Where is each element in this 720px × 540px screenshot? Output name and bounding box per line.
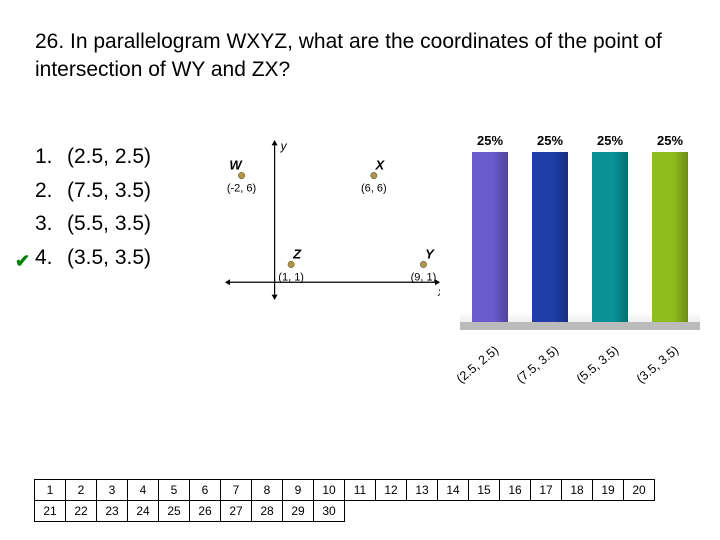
svg-text:W: W: [229, 158, 243, 173]
bar-label: (7.5, 3.5): [514, 347, 586, 421]
grid-cell[interactable]: 11: [344, 479, 376, 501]
grid-cell[interactable]: 20: [623, 479, 655, 501]
grid-cell[interactable]: 13: [406, 479, 438, 501]
answer-text: (7.5, 3.5): [67, 174, 151, 208]
grid-cell[interactable]: 3: [96, 479, 128, 501]
bar-rect: [472, 152, 508, 322]
bar-area: 25% 25% 25% 25%: [460, 130, 700, 330]
grid-cell[interactable]: 15: [468, 479, 500, 501]
grid-cell[interactable]: 18: [561, 479, 593, 501]
grid-cell[interactable]: 4: [127, 479, 159, 501]
svg-text:(9, 1): (9, 1): [411, 271, 437, 283]
svg-text:(1, 1): (1, 1): [278, 271, 304, 283]
grid-cell[interactable]: 9: [282, 479, 314, 501]
answer-option[interactable]: ✔4.(3.5, 3.5): [35, 241, 151, 275]
grid-cell[interactable]: 2: [65, 479, 97, 501]
grid-cell[interactable]: 21: [34, 500, 66, 522]
bar-rect: [532, 152, 568, 322]
grid-cell[interactable]: 7: [220, 479, 252, 501]
bar-label: (5.5, 3.5): [574, 347, 646, 421]
svg-text:(-2, 6): (-2, 6): [227, 183, 256, 195]
coordinate-diagram: x y W (-2, 6) X (6, 6) Z (1, 1) Y (9, 1): [225, 140, 440, 300]
grid-cell[interactable]: 5: [158, 479, 190, 501]
check-icon: ✔: [15, 247, 30, 276]
answer-option[interactable]: 1.(2.5, 2.5): [35, 140, 151, 174]
grid-cell[interactable]: 10: [313, 479, 345, 501]
svg-text:X: X: [375, 158, 386, 173]
answer-number: 4.: [35, 241, 67, 275]
svg-text:Y: Y: [425, 246, 435, 261]
question-text: 26. In parallelogram WXYZ, what are the …: [35, 28, 685, 85]
grid-cell: [344, 500, 376, 522]
bar-label: (2.5, 2.5): [454, 347, 526, 421]
grid-cell: [468, 500, 500, 522]
grid-cell[interactable]: 26: [189, 500, 221, 522]
grid-cell[interactable]: 22: [65, 500, 97, 522]
grid-cell: [623, 500, 655, 522]
answer-option[interactable]: 3.(5.5, 3.5): [35, 207, 151, 241]
grid-cell: [437, 500, 469, 522]
svg-text:x: x: [437, 285, 440, 299]
response-bar-chart: 25% 25% 25% 25% (2.5, 2.5)(7.5, 3.5)(5.5, 3…: [460, 130, 700, 410]
grid-cell: [499, 500, 531, 522]
grid-cell[interactable]: 30: [313, 500, 345, 522]
grid-cell: [375, 500, 407, 522]
bar-labels: (2.5, 2.5)(7.5, 3.5)(5.5, 3.5)(3.5, 3.5): [460, 340, 700, 400]
answer-text: (2.5, 2.5): [67, 140, 151, 174]
bar: 25%: [528, 133, 572, 322]
grid-cell[interactable]: 6: [189, 479, 221, 501]
grid-row: 1234567891011121314151617181920: [35, 480, 655, 501]
bar-label: (3.5, 3.5): [634, 347, 706, 421]
grid-cell[interactable]: 27: [220, 500, 252, 522]
bar-rect: [592, 152, 628, 322]
grid-cell[interactable]: 16: [499, 479, 531, 501]
grid-cell: [561, 500, 593, 522]
grid-row: 21222324252627282930: [35, 501, 655, 522]
grid-cell: [406, 500, 438, 522]
answer-number: 3.: [35, 207, 67, 241]
grid-cell: [530, 500, 562, 522]
grid-cell[interactable]: 19: [592, 479, 624, 501]
bar: 25%: [588, 133, 632, 322]
grid-cell[interactable]: 12: [375, 479, 407, 501]
grid-cell[interactable]: 29: [282, 500, 314, 522]
bar: 25%: [468, 133, 512, 322]
svg-text:y: y: [280, 140, 288, 153]
answer-number: 2.: [35, 174, 67, 208]
answer-number: 1.: [35, 140, 67, 174]
grid-cell[interactable]: 8: [251, 479, 283, 501]
grid-cell[interactable]: 1: [34, 479, 66, 501]
grid-cell: [592, 500, 624, 522]
grid-cell[interactable]: 17: [530, 479, 562, 501]
grid-cell[interactable]: 24: [127, 500, 159, 522]
svg-text:Z: Z: [292, 246, 302, 261]
grid-cell[interactable]: 14: [437, 479, 469, 501]
number-grid: 1234567891011121314151617181920212223242…: [35, 480, 655, 522]
bar-rect: [652, 152, 688, 322]
answer-option[interactable]: 2.(7.5, 3.5): [35, 174, 151, 208]
svg-text:(6, 6): (6, 6): [361, 183, 387, 195]
grid-cell[interactable]: 28: [251, 500, 283, 522]
bar: 25%: [648, 133, 692, 322]
grid-cell[interactable]: 25: [158, 500, 190, 522]
grid-cell[interactable]: 23: [96, 500, 128, 522]
answer-text: (5.5, 3.5): [67, 207, 151, 241]
answer-text: (3.5, 3.5): [67, 241, 151, 275]
answer-list: 1.(2.5, 2.5)2.(7.5, 3.5)3.(5.5, 3.5)✔4.(…: [35, 140, 151, 274]
